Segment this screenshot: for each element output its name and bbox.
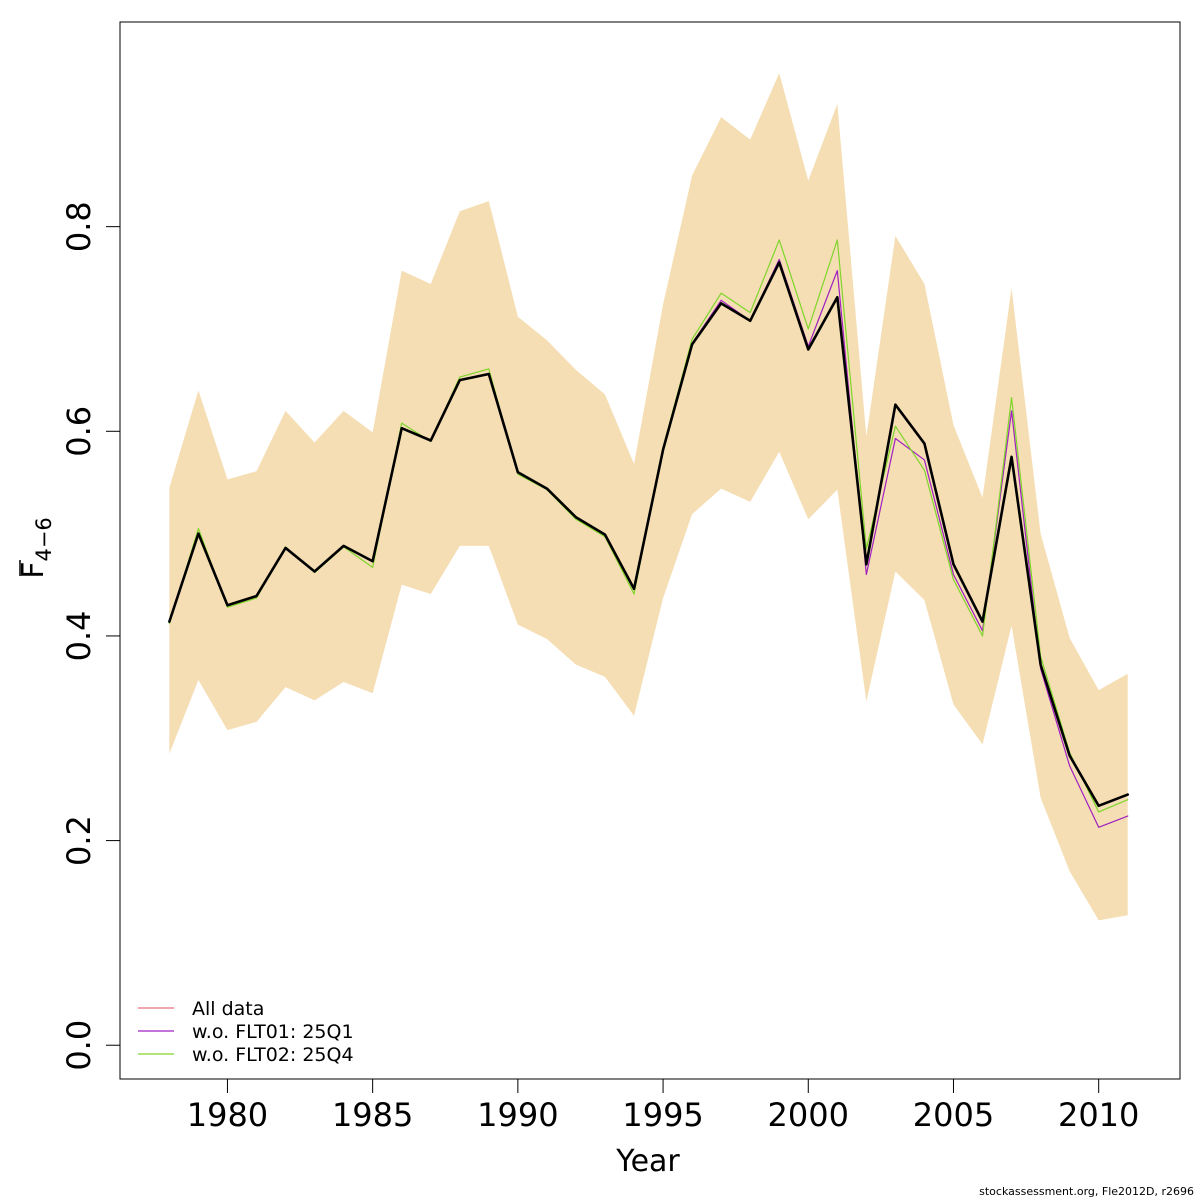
x-tick-label: 1980 [187, 1096, 268, 1134]
y-axis: 0.0 0.2 0.4 0.6 0.8 [60, 201, 121, 1071]
y-tick-label: 0.4 [60, 610, 98, 661]
y-axis-title-main: F [16, 562, 51, 579]
x-tick-label: 2000 [768, 1096, 849, 1134]
y-tick-label: 0.6 [60, 406, 98, 457]
y-tick-label: 0.2 [60, 815, 98, 866]
x-tick-label: 2010 [1058, 1096, 1139, 1134]
legend-label: w.o. FLT01: 25Q1 [192, 1021, 354, 1043]
series-layer [168, 239, 1130, 828]
svg-text:F4−6: F4−6 [16, 517, 56, 579]
x-tick-label: 2005 [913, 1096, 994, 1134]
legend-label: All data [192, 998, 264, 1020]
y-tick-label: 0.0 [60, 1020, 98, 1071]
x-axis-title: Year [615, 1144, 680, 1179]
legend-label: w.o. FLT02: 25Q4 [192, 1044, 354, 1066]
y-tick-label: 0.8 [60, 201, 98, 252]
confidence-band [169, 73, 1128, 921]
y-axis-title-sub: 4−6 [32, 517, 56, 561]
x-tick-label: 1990 [477, 1096, 558, 1134]
footer-credit: stockassessment.org, Fle2012D, r2696 [979, 1185, 1194, 1198]
x-tick-label: 1985 [332, 1096, 413, 1134]
x-tick-label: 1995 [622, 1096, 703, 1134]
confidence-band-layer [169, 73, 1128, 921]
series-line-3 [168, 261, 1130, 808]
x-axis: 1980 1985 1990 1995 2000 2005 2010 [187, 1078, 1139, 1134]
y-axis-title: F4−6 [16, 517, 56, 579]
